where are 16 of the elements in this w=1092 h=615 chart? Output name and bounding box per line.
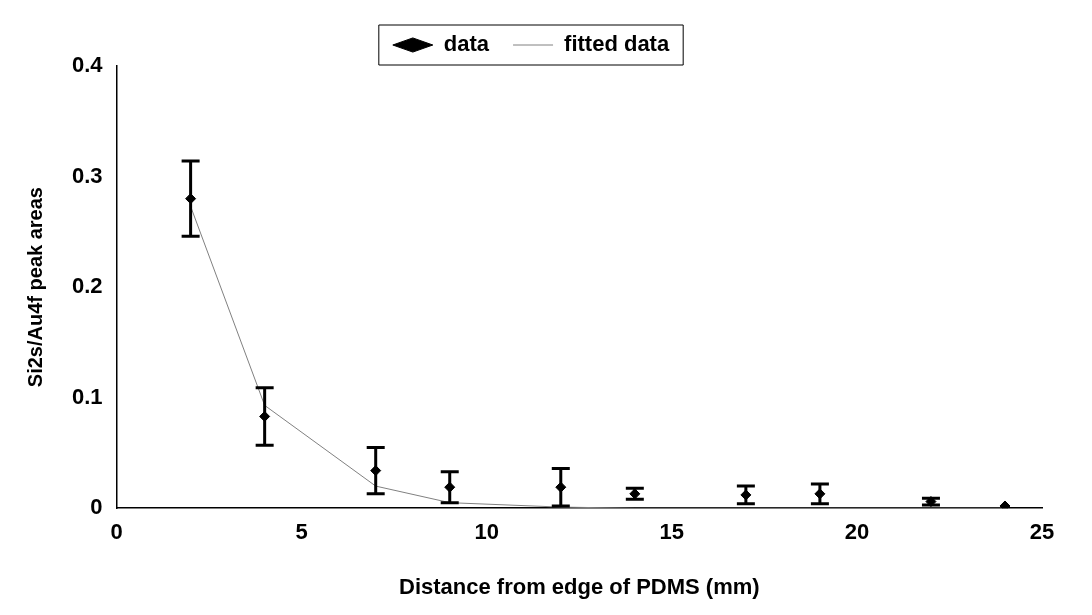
y-axis-title: Si2s/Au4f peak areas [23,187,46,388]
legend-label: data [443,31,490,57]
point [999,500,1011,509]
y-tick-label: 0.4 [71,52,104,78]
x-tick-label: 10 [474,519,499,545]
x-tick-label: 0 [110,519,123,545]
y-tick-label: 0 [90,494,103,520]
x-tick-label: 5 [295,519,308,545]
y-tick-label: 0.2 [71,273,103,299]
y-tick-label: 0.1 [71,383,103,409]
x-tick-label: 25 [1029,519,1055,545]
x-tick-label: 20 [844,519,870,545]
x-tick-label: 15 [659,519,685,545]
y-tick-label: 0.3 [71,162,103,188]
legend-label: fitted data [564,31,670,57]
x-axis-title: Distance from edge of PDMS (mm) [398,573,760,599]
